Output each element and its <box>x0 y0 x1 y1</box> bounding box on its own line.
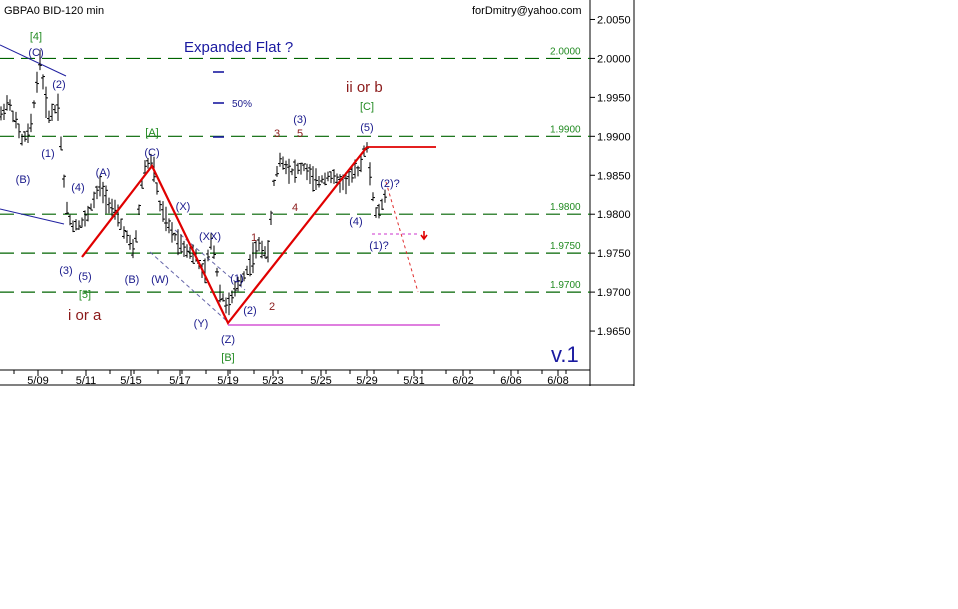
wave-label: 2 <box>269 301 275 313</box>
x-tick-label: 5/23 <box>262 375 283 386</box>
y-tick-label: 1.9800 <box>597 209 631 221</box>
x-tick-label: 5/31 <box>403 375 424 386</box>
level-label: 1.9800 <box>550 202 581 213</box>
wave-label: (1) <box>41 148 54 160</box>
zigzag-lines <box>81 146 436 326</box>
wave-label: (5) <box>78 271 91 283</box>
level-label: 1.9750 <box>550 241 581 252</box>
wave-label: [4] <box>30 31 42 43</box>
fib-label: 50% <box>232 99 252 110</box>
level-label-bg <box>548 201 586 213</box>
wave-label: 1 <box>251 232 257 244</box>
level-label-bg <box>548 45 586 57</box>
wave-label: [C] <box>360 101 374 113</box>
wave-label: 5 <box>297 128 303 140</box>
pattern-title: Expanded Flat ? <box>184 39 293 56</box>
wave-label: [5] <box>79 289 91 301</box>
wave-label: (C) <box>144 147 159 159</box>
wave-label: (1) <box>230 273 243 285</box>
down-arrow-icon <box>420 231 428 241</box>
x-tick-label: 5/17 <box>169 375 190 386</box>
wave-label: (Y) <box>194 318 209 330</box>
x-tick-label: 5/29 <box>356 375 377 386</box>
wave-label: (3) <box>59 265 72 277</box>
left-label: i or a <box>68 307 102 324</box>
x-tick-label: 5/11 <box>76 375 97 386</box>
horizontal-levels: 2.0000 1.9900 1.9800 1.9750 1.9700 <box>0 45 590 293</box>
channel-line <box>149 251 229 323</box>
wave-label: (Z) <box>221 334 235 346</box>
credit-text: forDmitry@yahoo.com <box>472 5 582 17</box>
level-label-bg <box>548 279 586 291</box>
zigzag-path <box>81 146 368 326</box>
x-tick-label: 5/09 <box>27 375 48 386</box>
wave-label: (X) <box>176 201 191 213</box>
plot-area <box>0 0 590 370</box>
chart-panel: 2.0000 1.9900 1.9800 1.9750 1.9700 2.0050 2.0… <box>0 0 635 386</box>
wave-label: 4 <box>292 202 298 214</box>
projection-line <box>385 181 419 293</box>
level-label: 2.0000 <box>550 46 581 57</box>
wave-label: (4) <box>349 216 362 228</box>
wave-label: (2) <box>52 79 65 91</box>
level-label: 1.9900 <box>550 124 581 135</box>
y-tick-label: 1.9900 <box>597 131 631 143</box>
lower-trendline <box>0 208 65 225</box>
level-label-bg <box>548 240 586 252</box>
wave-label: (W) <box>151 274 169 286</box>
x-tick-label: 5/25 <box>310 375 331 386</box>
y-tick-label: 2.0000 <box>597 53 631 65</box>
level-label-bg <box>548 123 586 135</box>
wave-label: [A] <box>145 127 158 139</box>
x-tick-label: 6/08 <box>547 375 568 386</box>
y-tick-label: 1.9950 <box>597 92 631 104</box>
x-tick-label: 6/06 <box>500 375 521 386</box>
wave-label: (2) <box>243 305 256 317</box>
wave-label: (3) <box>293 114 306 126</box>
wave-label: (4) <box>71 182 84 194</box>
wave-label: (B) <box>125 274 140 286</box>
y-tick-label: 2.0050 <box>597 14 631 26</box>
y-axis: 2.0050 2.0000 1.9950 1.9900 1.9850 1.9800 1.97… <box>590 14 631 338</box>
wave-label: 3 <box>274 128 280 140</box>
wave-label: (C) <box>28 47 43 59</box>
wave-label: (A) <box>96 167 111 179</box>
y-tick-label: 1.9650 <box>597 326 631 338</box>
x-tick-label: 5/15 <box>120 375 141 386</box>
level-label: 1.9700 <box>550 280 581 291</box>
chart-title: GBPA0 BID-120 min <box>4 5 104 17</box>
wave-label: (B) <box>16 174 31 186</box>
y-tick-label: 1.9850 <box>597 170 631 182</box>
y-tick-label: 1.9750 <box>597 248 631 260</box>
wave-label: (XX) <box>199 231 221 243</box>
right-label: ii or b <box>346 79 383 96</box>
wave-label: (2)? <box>380 178 400 190</box>
y-tick-label: 1.9700 <box>597 287 631 299</box>
wave-labels: [4] (C) (2) (1) (B) (3) (4) (5) [5] (A) (B) [A] (C) (… <box>16 31 400 364</box>
upper-trendline <box>0 44 67 77</box>
x-tick-label: 6/02 <box>452 375 473 386</box>
x-tick-label: 5/19 <box>217 375 238 386</box>
wave-label: [B] <box>221 352 234 364</box>
x-axis: 5/09 5/11 5/15 5/17 5/19 5/23 5/25 5/29 5/31 6/02… <box>13 370 569 386</box>
version-label: v.1 <box>551 342 579 367</box>
wave-label: (5) <box>360 122 373 134</box>
wave-label: (1)? <box>369 240 389 252</box>
